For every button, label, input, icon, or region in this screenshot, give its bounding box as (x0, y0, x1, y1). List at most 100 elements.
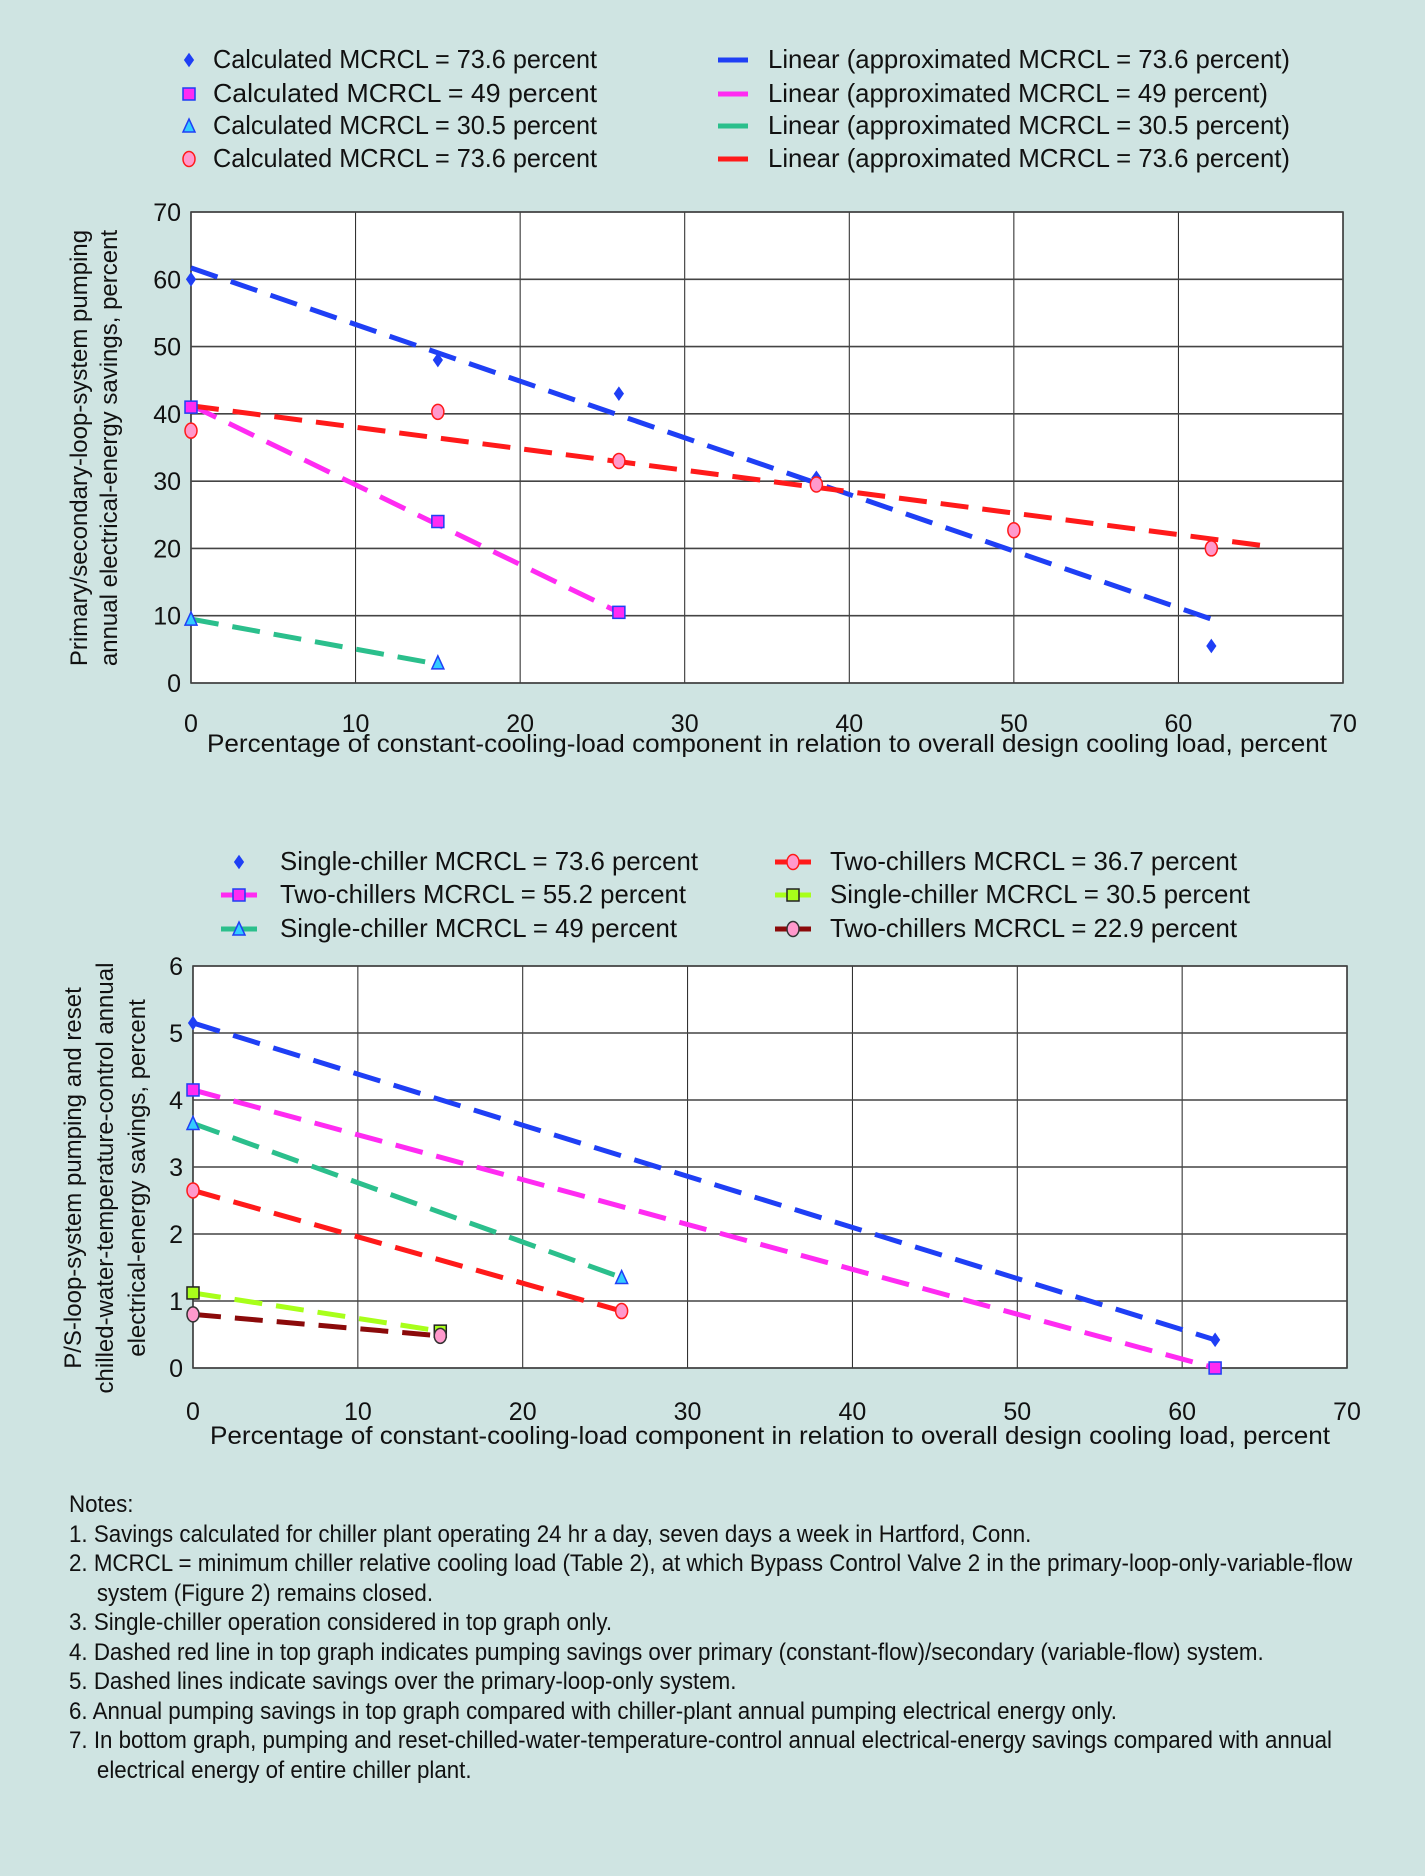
legend-label: Calculated MCRCL = 73.6 percent (213, 143, 598, 173)
legend-marker (182, 150, 196, 168)
legend-label: Two-chillers MCRCL = 55.2 percent (280, 879, 687, 909)
y-tick-label: 0 (167, 670, 181, 698)
x-tick-label: 0 (184, 710, 198, 738)
y-tick-label: 50 (153, 334, 181, 362)
data-point-series-4 (1007, 522, 1021, 539)
data-point-series-4 (184, 422, 198, 439)
data-point-series-4 (186, 1182, 200, 1199)
legend-label: Single-chiller MCRCL = 49 percent (280, 913, 678, 943)
legend-label: Calculated MCRCL = 49 percent (213, 78, 598, 108)
note-1: 1. Savings calculated for chiller plant … (69, 1520, 1032, 1548)
legend-marker (786, 853, 800, 871)
data-point-series-1 (1206, 638, 1217, 654)
x-tick-label: 30 (674, 1398, 702, 1426)
x-tick-label: 60 (1165, 710, 1193, 738)
data-point-series-4 (614, 1302, 629, 1320)
y-axis-title: electrical-energy savings, percent (124, 999, 151, 1357)
y-tick-label: 2 (169, 1221, 183, 1249)
trendline-4 (190, 403, 1270, 549)
data-point-series-6 (186, 1306, 200, 1323)
x-tick-label: 10 (344, 1398, 372, 1426)
y-tick-label: 20 (153, 535, 181, 563)
x-tick-label: 50 (1000, 710, 1028, 738)
legend-marker (183, 52, 195, 68)
legend-label: Linear (approximated MCRCL = 73.6 percen… (768, 143, 1290, 173)
legend-marker (232, 888, 246, 902)
series-line-4 (192, 1188, 623, 1314)
note-7: 7. In bottom graph, pumping and reset-ch… (69, 1727, 1332, 1784)
y-axis-title: chilled-water-temperature-control annual (92, 963, 119, 1394)
x-tick-label: 40 (835, 710, 863, 738)
x-tick-label: 0 (186, 1398, 200, 1426)
data-point-series-3 (430, 654, 446, 670)
x-tick-label: 20 (506, 710, 534, 738)
y-tick-label: 10 (153, 603, 181, 631)
data-point-series-4 (431, 403, 445, 421)
notes: Notes: 1. Savings calculated for chiller… (69, 1490, 1371, 1785)
legend-label: Calculated MCRCL = 30.5 percent (213, 110, 598, 140)
note-4: 4. Dashed red line in top graph indicate… (69, 1638, 1264, 1666)
legend-marker (233, 854, 245, 870)
x-tick-label: 70 (1333, 1398, 1361, 1426)
data-point-series-3 (183, 610, 199, 626)
legend-marker (786, 888, 800, 902)
data-point-series-3 (185, 1114, 201, 1131)
data-point-series-4 (1204, 540, 1219, 557)
x-tick-label: 30 (671, 710, 699, 738)
series-line-2 (192, 1087, 1216, 1371)
data-point-series-3 (614, 1268, 629, 1285)
y-axis-title: annual electrical-energy savings, percen… (96, 230, 123, 667)
x-tick-label: 50 (1003, 1398, 1031, 1426)
data-point-series-1 (432, 352, 443, 368)
y-tick-label: 4 (169, 1087, 183, 1115)
data-point-series-1 (187, 1015, 199, 1031)
plot-area (190, 211, 1344, 684)
chart-2 (192, 965, 1348, 1371)
y-tick-label: 70 (153, 199, 181, 227)
data-point-series-2 (1208, 1361, 1222, 1375)
x-axis-title: Percentage of constant-cooling-load comp… (210, 1422, 1330, 1450)
series-line-1 (192, 1020, 1216, 1343)
legend-label: Single-chiller MCRCL = 73.6 percent (280, 846, 699, 876)
legend-label: Calculated MCRCL = 73.6 percent (213, 44, 598, 74)
note-6: 6. Annual pumping savings in top graph c… (69, 1697, 1118, 1725)
y-tick-label: 5 (169, 1020, 183, 1048)
y-tick-label: 3 (169, 1154, 183, 1182)
data-point-series-5 (186, 1286, 200, 1300)
y-tick-label: 1 (169, 1288, 183, 1316)
data-point-series-2 (186, 1083, 200, 1097)
trendline-1 (190, 265, 1213, 622)
x-tick-label: 70 (1329, 710, 1357, 738)
data-point-series-1 (1209, 1332, 1221, 1348)
legend-label: Linear (approximated MCRCL = 49 percent) (768, 78, 1268, 108)
y-tick-label: 30 (153, 468, 181, 496)
data-point-series-4 (809, 476, 824, 493)
data-point-series-2 (184, 400, 198, 414)
x-axis-title: Percentage of constant-cooling-load comp… (207, 730, 1327, 758)
series-line-3 (192, 1121, 623, 1280)
legend-marker (786, 920, 800, 938)
x-tick-label: 40 (839, 1398, 867, 1426)
legend-marker (182, 87, 196, 101)
note-2: 2. MCRCL = minimum chiller relative cool… (69, 1550, 1353, 1607)
y-tick-label: 0 (169, 1355, 183, 1383)
data-point-series-1 (613, 386, 625, 401)
y-tick-label: 60 (153, 266, 181, 294)
chart-1 (189, 211, 1344, 684)
data-point-series-6 (433, 1327, 448, 1345)
y-tick-label: 40 (153, 401, 181, 429)
x-tick-label: 60 (1168, 1398, 1196, 1426)
note-5: 5. Dashed lines indicate savings over th… (69, 1668, 737, 1695)
note-3: 3. Single-chiller operation considered i… (69, 1609, 613, 1636)
legend-label: Linear (approximated MCRCL = 73.6 percen… (768, 44, 1290, 74)
data-point-series-4 (612, 452, 626, 470)
data-point-series-2 (612, 605, 626, 620)
x-tick-label: 20 (509, 1398, 537, 1426)
notes-heading: Notes: (69, 1491, 134, 1518)
legend-label: Linear (approximated MCRCL = 30.5 percen… (768, 110, 1290, 140)
trendline-2 (189, 402, 620, 615)
legend-label: Two-chillers MCRCL = 36.7 percent (830, 846, 1238, 876)
data-point-series-1 (185, 271, 197, 287)
legend-label: Two-chillers MCRCL = 22.9 percent (830, 913, 1238, 943)
